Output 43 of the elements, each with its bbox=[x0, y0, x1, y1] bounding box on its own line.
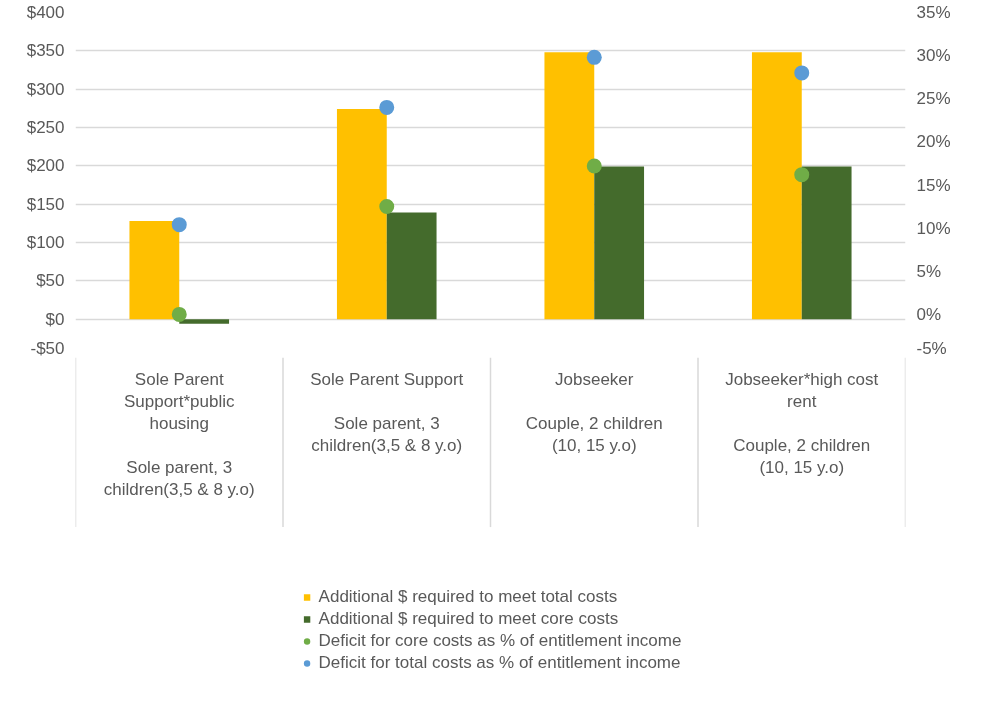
y2-tick-label: 15% bbox=[916, 175, 951, 195]
y2-tick-label: 20% bbox=[916, 132, 951, 152]
bar bbox=[751, 52, 802, 320]
bar bbox=[594, 166, 645, 320]
point bbox=[379, 99, 395, 115]
y2-tick-label: 30% bbox=[916, 46, 951, 66]
category-label: Jobseeker*high cost rent Couple, 2 children (10, 15 y.o) bbox=[725, 370, 879, 477]
point bbox=[794, 167, 810, 183]
point bbox=[794, 65, 810, 81]
y-tick-label: $350 bbox=[26, 41, 65, 61]
y2-tick-label: 5% bbox=[916, 261, 942, 281]
y-tick-label: $200 bbox=[26, 156, 65, 176]
category-label: Sole Parent Support*public housing Sole parent, 3 children(3,5 & 8 y.o) bbox=[103, 370, 255, 499]
y2-tick-label: 25% bbox=[916, 89, 951, 109]
y-tick-label: $400 bbox=[26, 3, 65, 22]
y-tick-label: $0 bbox=[45, 309, 65, 329]
bar bbox=[179, 319, 230, 324]
legend-label: Deficit for total costs as % of entitlement income bbox=[318, 653, 681, 673]
point bbox=[586, 158, 602, 174]
category-label: Sole Parent Support Sole parent, 3 children(3,5 & 8 y.o) bbox=[310, 370, 464, 455]
y-tick-label: $300 bbox=[26, 79, 65, 99]
y2-tick-label: 10% bbox=[916, 218, 951, 238]
y-tick-label: $250 bbox=[26, 118, 65, 137]
point bbox=[379, 199, 395, 215]
bar bbox=[336, 109, 387, 320]
bar bbox=[544, 52, 595, 320]
point bbox=[586, 49, 602, 65]
y-tick-label: $50 bbox=[36, 271, 65, 291]
legend-label: Additional $ required to meet core costs bbox=[318, 609, 619, 629]
bar bbox=[801, 166, 852, 320]
category-label: Jobseeker Couple, 2 children (10, 15 y.o) bbox=[525, 370, 663, 455]
bar bbox=[129, 221, 180, 320]
y-tick-label: $150 bbox=[26, 194, 65, 214]
point bbox=[171, 217, 187, 233]
y2-tick-label: 0% bbox=[916, 304, 942, 324]
legend-label: Additional $ required to meet total costs bbox=[318, 587, 618, 607]
y2-tick-label: 35% bbox=[916, 3, 951, 22]
bar bbox=[386, 212, 437, 320]
legend-label: Deficit for core costs as % of entitlement income bbox=[318, 631, 682, 651]
point bbox=[171, 306, 187, 322]
y-tick-label: -$50 bbox=[30, 338, 65, 358]
y-tick-label: $100 bbox=[26, 233, 65, 252]
y2-tick-label: -5% bbox=[916, 338, 947, 358]
